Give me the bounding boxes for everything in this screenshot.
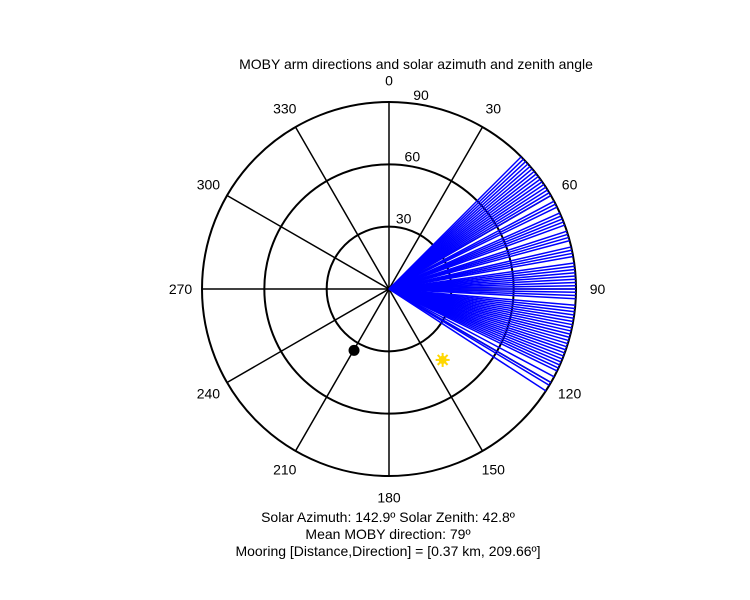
chart-title: MOBY arm directions and solar azimuth an… xyxy=(239,56,593,72)
angular-tick-label: 0 xyxy=(385,72,393,88)
arm-direction-line xyxy=(388,206,558,290)
caption-mean-direction: Mean MOBY direction: 79º xyxy=(305,526,471,542)
radial-tick-label: 30 xyxy=(396,210,412,226)
angular-tick-labels: 0 30 60 90 120 150 180 210 240 270 300 330 xyxy=(169,72,606,505)
angular-tick-label: 180 xyxy=(377,490,401,506)
grid-spoke xyxy=(226,288,390,384)
angular-tick-label: 120 xyxy=(558,385,582,401)
angular-tick-label: 60 xyxy=(562,177,578,193)
grid-spoke xyxy=(294,288,390,452)
angular-tick-label: 330 xyxy=(273,100,297,116)
radial-tick-labels: 30 60 90 xyxy=(396,87,429,226)
arm-direction-line xyxy=(388,288,558,372)
angular-tick-label: 270 xyxy=(169,281,193,297)
angular-tick-label: 210 xyxy=(273,462,297,478)
angular-tick-label: 90 xyxy=(590,281,606,297)
sun-marker xyxy=(435,352,450,367)
grid-spoke xyxy=(388,288,484,452)
angular-tick-label: 240 xyxy=(197,385,221,401)
arm-direction-line xyxy=(388,288,555,378)
arm-direction-line xyxy=(388,239,570,290)
radial-tick-label: 60 xyxy=(405,149,421,165)
arm-direction-line xyxy=(388,288,547,392)
grid-spoke xyxy=(226,194,390,290)
angular-tick-label: 30 xyxy=(485,100,501,116)
mooring-marker xyxy=(348,344,360,356)
grid-spoke xyxy=(388,126,484,290)
angular-tick-label: 150 xyxy=(482,462,506,478)
caption-mooring: Mooring [Distance,Direction] = [0.37 km,… xyxy=(235,543,541,559)
arm-direction-line xyxy=(388,224,565,290)
sun-core xyxy=(438,355,447,364)
arm-direction-line xyxy=(388,288,550,386)
radial-tick-label: 90 xyxy=(413,87,429,103)
grid-spoke xyxy=(294,126,390,290)
arm-direction-line xyxy=(388,255,574,290)
arm-direction-lines xyxy=(388,156,576,392)
angular-tick-label: 300 xyxy=(197,177,221,193)
arm-direction-line xyxy=(388,288,576,300)
caption-solar-angles: Solar Azimuth: 142.9º Solar Zenith: 42.8… xyxy=(261,509,515,525)
markers xyxy=(348,344,450,367)
arm-direction-line xyxy=(388,194,552,290)
